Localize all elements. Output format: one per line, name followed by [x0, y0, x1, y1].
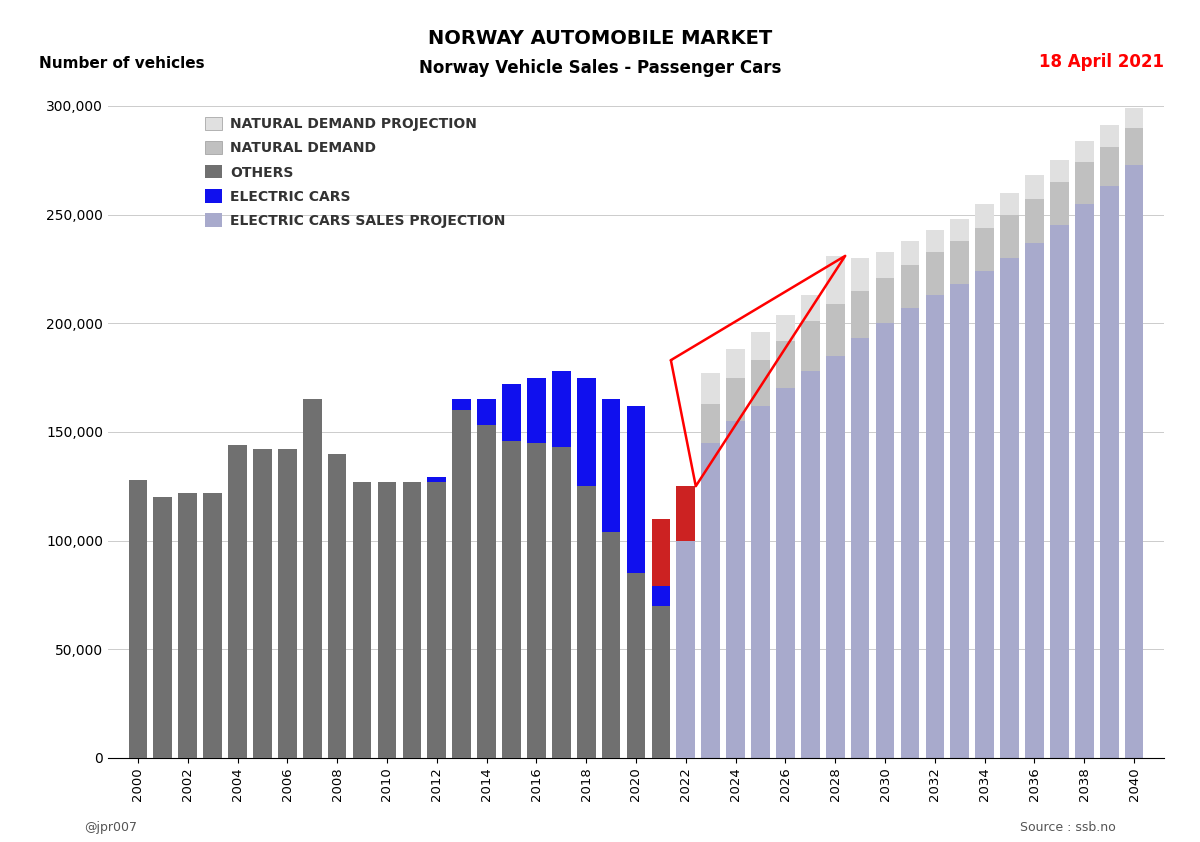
Text: Source : ssb.no: Source : ssb.no [1020, 821, 1116, 834]
Bar [901, 308, 919, 758]
Bar [800, 371, 820, 758]
Bar [378, 482, 396, 758]
Bar [652, 605, 671, 758]
Bar [976, 271, 994, 758]
Bar [901, 241, 919, 264]
Bar [826, 304, 845, 356]
Bar [328, 454, 347, 758]
Bar [925, 295, 944, 758]
Bar [302, 399, 322, 758]
Bar [502, 384, 521, 440]
Bar [976, 204, 994, 227]
Bar [800, 295, 820, 321]
Bar [1075, 141, 1093, 163]
Bar [203, 493, 222, 758]
Bar [626, 573, 646, 758]
Bar [427, 477, 446, 482]
Bar [1001, 193, 1019, 215]
Bar [154, 497, 172, 758]
Bar [701, 443, 720, 758]
Bar [1124, 164, 1144, 758]
Bar [776, 388, 794, 758]
Bar [253, 450, 271, 758]
Text: Number of vehicles: Number of vehicles [40, 56, 205, 71]
Bar [552, 447, 571, 758]
Bar [1100, 147, 1118, 186]
Text: 18 April 2021: 18 April 2021 [1039, 53, 1164, 71]
Bar [925, 252, 944, 295]
Bar [726, 421, 745, 758]
Bar [601, 532, 620, 758]
Bar [677, 486, 695, 541]
Bar [452, 410, 470, 758]
Bar [128, 480, 148, 758]
Bar [353, 482, 371, 758]
Bar [826, 256, 845, 304]
Bar [876, 252, 894, 278]
Bar [776, 315, 794, 341]
Text: Norway Vehicle Sales - Passenger Cars: Norway Vehicle Sales - Passenger Cars [419, 59, 781, 77]
Bar [527, 377, 546, 443]
Bar [701, 373, 720, 403]
Bar [1124, 108, 1144, 128]
Bar [1100, 125, 1118, 147]
Bar [402, 482, 421, 758]
Bar [179, 493, 197, 758]
Bar [876, 278, 894, 323]
Bar [851, 258, 870, 290]
Bar [452, 399, 470, 410]
Bar [701, 403, 720, 443]
Bar [1050, 182, 1069, 226]
Bar [726, 377, 745, 421]
Bar [976, 227, 994, 271]
Bar [1001, 215, 1019, 258]
Bar [652, 586, 671, 605]
Bar [427, 482, 446, 758]
Text: NORWAY AUTOMOBILE MARKET: NORWAY AUTOMOBILE MARKET [428, 29, 772, 49]
Bar [776, 341, 794, 388]
Bar [876, 323, 894, 758]
Bar [1124, 128, 1144, 164]
Bar [601, 399, 620, 532]
Bar [1025, 200, 1044, 242]
Text: @jpr007: @jpr007 [84, 821, 137, 834]
Bar [950, 219, 970, 241]
Bar [851, 290, 870, 338]
Bar [478, 399, 496, 425]
Bar [751, 332, 770, 360]
Bar [826, 356, 845, 758]
Bar [1001, 258, 1019, 758]
Bar [950, 241, 970, 284]
Bar [626, 406, 646, 573]
Bar [1050, 160, 1069, 182]
Bar [577, 377, 595, 486]
Bar [552, 371, 571, 447]
Bar [527, 443, 546, 758]
Bar [652, 519, 671, 586]
Bar [751, 406, 770, 758]
Bar [800, 321, 820, 371]
Bar [1025, 242, 1044, 758]
Legend: NATURAL DEMAND PROJECTION, NATURAL DEMAND, OTHERS, ELECTRIC CARS, ELECTRIC CARS : NATURAL DEMAND PROJECTION, NATURAL DEMAN… [199, 111, 511, 233]
Bar [851, 338, 870, 758]
Bar [1100, 186, 1118, 758]
Bar [502, 440, 521, 758]
Bar [925, 230, 944, 252]
Bar [577, 486, 595, 758]
Bar [1075, 163, 1093, 204]
Bar [278, 450, 296, 758]
Bar [1025, 175, 1044, 200]
Bar [1050, 226, 1069, 758]
Bar [950, 284, 970, 758]
Bar [751, 360, 770, 406]
Bar [228, 445, 247, 758]
Bar [726, 349, 745, 377]
Bar [901, 264, 919, 308]
Bar [478, 425, 496, 758]
Bar [677, 541, 695, 758]
Bar [1075, 204, 1093, 758]
